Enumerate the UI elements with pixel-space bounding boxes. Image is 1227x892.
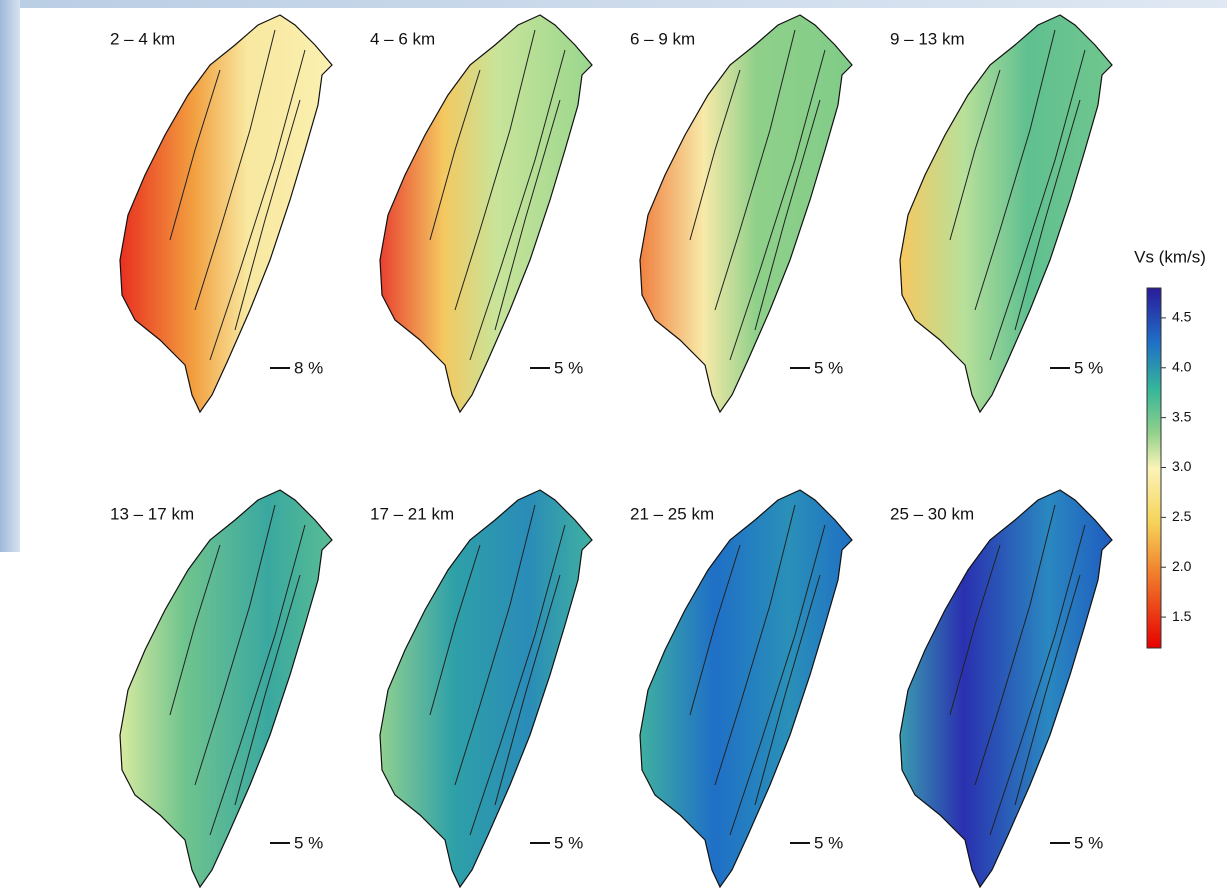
fault-line (194, 29, 276, 311)
fault-line (169, 69, 221, 241)
fault-line (949, 69, 1001, 241)
side-band (0, 0, 20, 552)
fault-line (729, 524, 826, 836)
fault-line (689, 69, 741, 241)
fault-line (989, 49, 1086, 361)
colorbar-tick-label: 1.5 (1172, 608, 1192, 624)
map (899, 489, 1113, 889)
panel-label: 17 – 21 km (370, 504, 454, 523)
panel-label: 13 – 17 km (110, 504, 194, 523)
fault-line (194, 504, 276, 786)
fault-line (494, 99, 561, 331)
fault-line (754, 99, 821, 331)
fault-line (454, 504, 536, 786)
colorbar-tick-label: 3.0 (1172, 458, 1192, 474)
fault-line (234, 99, 301, 331)
fault-line (714, 29, 796, 311)
map (119, 14, 333, 414)
scale-label: 5 % (814, 358, 843, 377)
map (119, 489, 333, 889)
panel-label: 4 – 6 km (370, 29, 435, 48)
fault-line (494, 574, 561, 806)
colorbar (1146, 287, 1162, 649)
fault-line (949, 544, 1001, 716)
fault-line (989, 524, 1086, 836)
panel-label: 21 – 25 km (630, 504, 714, 523)
scale-label: 8 % (294, 358, 323, 377)
fault-line (754, 574, 821, 806)
colorbar-tick-label: 3.5 (1172, 408, 1192, 424)
panel-label: 2 – 4 km (110, 29, 175, 48)
colorbar-tick-label: 4.0 (1172, 358, 1192, 374)
scale-label: 5 % (294, 833, 323, 852)
fault-line (1014, 574, 1081, 806)
map (379, 14, 593, 414)
fault-line (469, 524, 566, 836)
colorbar-tick-label: 4.5 (1172, 309, 1192, 325)
fault-line (454, 29, 536, 311)
fault-line (209, 49, 306, 361)
panel-label: 25 – 30 km (890, 504, 974, 523)
map (379, 489, 593, 889)
panel-label: 6 – 9 km (630, 29, 695, 48)
map (899, 14, 1113, 414)
fault-line (1014, 99, 1081, 331)
fault-line (974, 29, 1056, 311)
scale-label: 5 % (554, 358, 583, 377)
colorbar-tick-label: 2.0 (1172, 558, 1192, 574)
fault-line (689, 544, 741, 716)
scale-label: 5 % (554, 833, 583, 852)
colorbar-title: Vs (km/s) (1134, 247, 1206, 266)
fault-line (469, 49, 566, 361)
scale-label: 5 % (1074, 358, 1103, 377)
map (639, 14, 853, 414)
scale-label: 5 % (814, 833, 843, 852)
fault-line (209, 524, 306, 836)
scale-label: 5 % (1074, 833, 1103, 852)
fault-line (169, 544, 221, 716)
fault-line (729, 49, 826, 361)
colorbar-tick-label: 2.5 (1172, 508, 1192, 524)
map (639, 489, 853, 889)
fault-line (974, 504, 1056, 786)
fault-line (429, 69, 481, 241)
fault-line (714, 504, 796, 786)
top-band (0, 0, 1227, 8)
fault-line (234, 574, 301, 806)
fault-line (429, 544, 481, 716)
panel-label: 9 – 13 km (890, 29, 965, 48)
